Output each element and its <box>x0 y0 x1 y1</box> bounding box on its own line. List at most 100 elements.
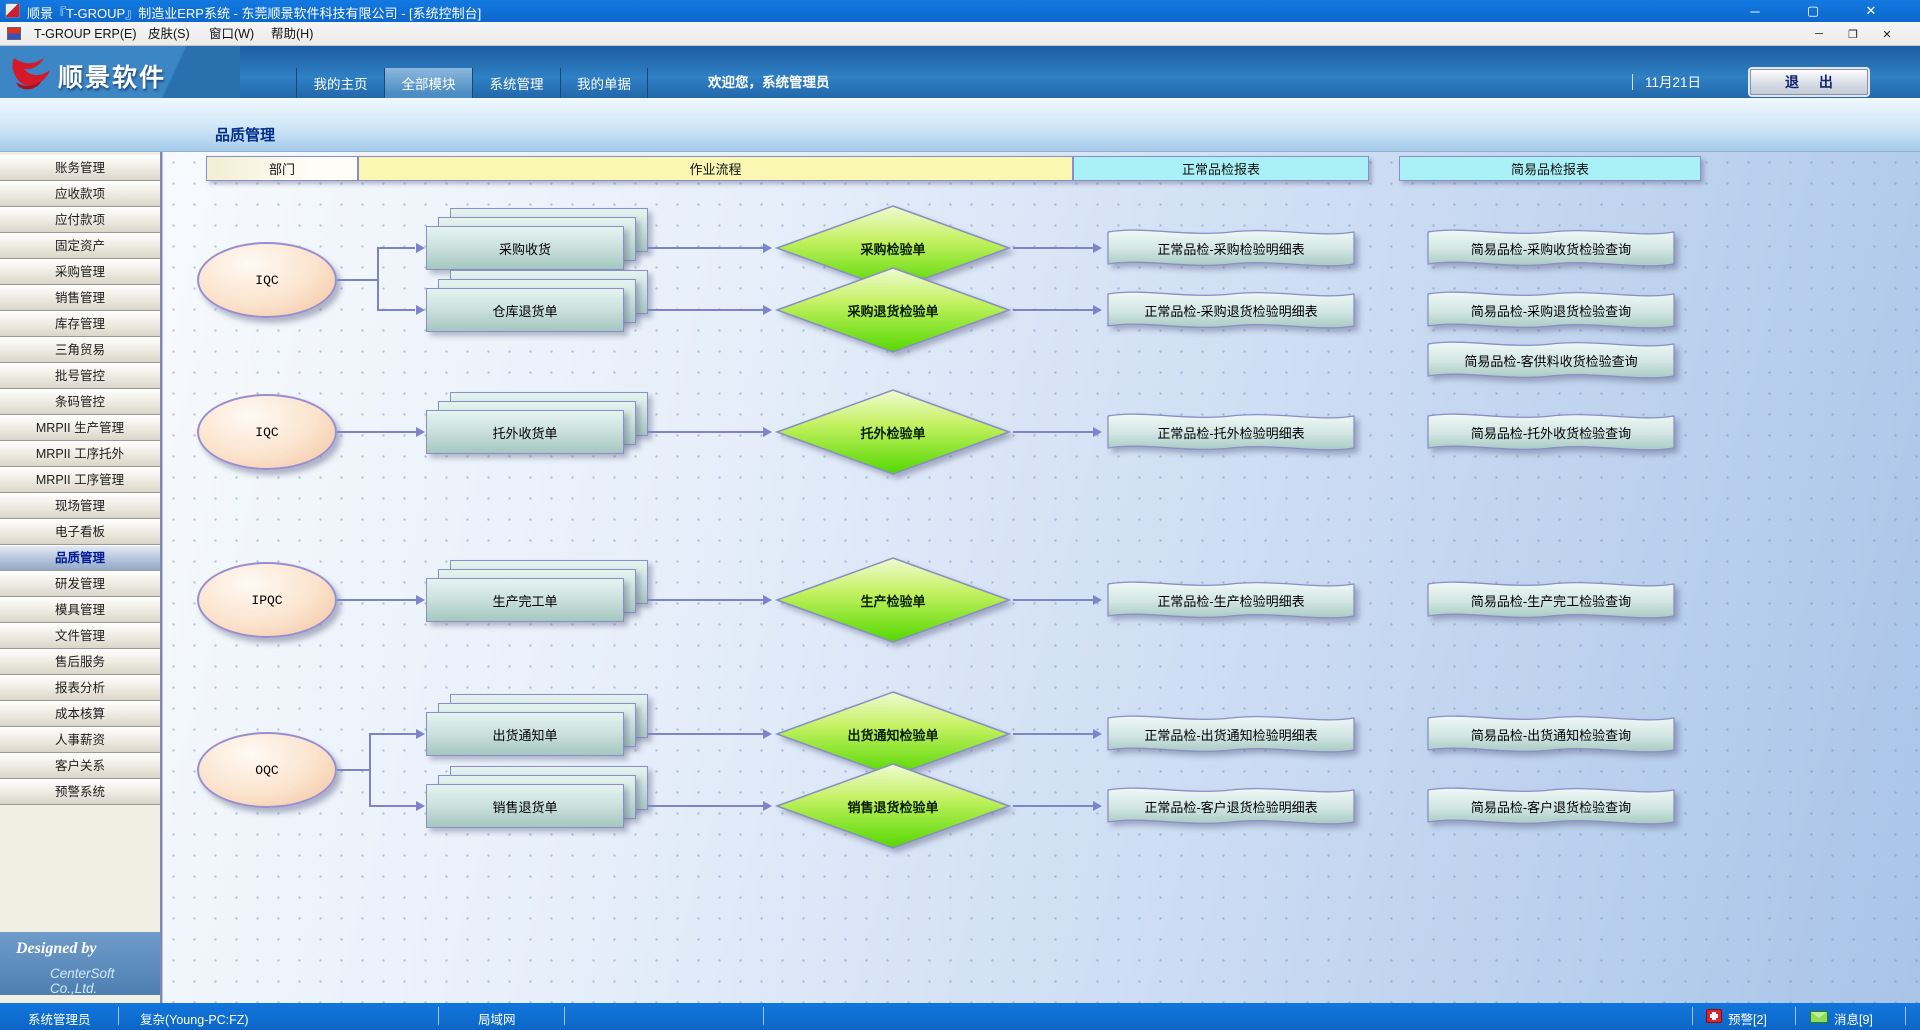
process-node-label: 生产完工单 <box>426 578 624 622</box>
inspection-node-purchase-return[interactable]: 采购退货检验单 <box>775 267 1011 353</box>
arrowhead-icon <box>416 595 425 605</box>
menu-tgroup-erp[interactable]: T-GROUP ERP(E) <box>34 27 137 41</box>
process-node-shipping-notice[interactable]: 出货通知单 <box>426 694 648 756</box>
process-node-sales-return[interactable]: 销售退货单 <box>426 766 648 828</box>
dept-node-iqc-outsource[interactable]: IQC <box>197 394 337 470</box>
process-node-outsource-receipt[interactable]: 托外收货单 <box>426 392 648 454</box>
close-icon[interactable]: ✕ <box>1865 3 1877 18</box>
column-header-normal-reports: 正常品检报表 <box>1073 156 1369 181</box>
sidebar-item-quality[interactable]: 品质管理 <box>0 545 160 571</box>
sidebar-item-mold[interactable]: 模具管理 <box>0 597 160 623</box>
menu-help[interactable]: 帮助(H) <box>271 27 314 41</box>
dept-node-iqc-purchase[interactable]: IQC <box>197 242 337 318</box>
sidebar-item-payables[interactable]: 应付款项 <box>0 207 160 233</box>
process-node-purchase-receipt[interactable]: 采购收货 <box>426 208 648 270</box>
inspection-node-outsource[interactable]: 托外检验单 <box>775 389 1011 475</box>
child-close-icon[interactable]: ✕ <box>1882 28 1892 41</box>
simple-report-purchase-receipt[interactable]: 简易品检-采购收货检验查询 <box>1426 225 1676 271</box>
maximize-icon[interactable]: ▢ <box>1806 3 1820 18</box>
module-list: 账务管理 应收款项 应付款项 固定资产 采购管理 销售管理 库存管理 三角贸易 … <box>0 155 160 805</box>
status-alerts[interactable]: 预警[2] <box>1728 1013 1767 1027</box>
normal-report-purchase-return[interactable]: 正常品检-采购退货检验明细表 <box>1106 287 1356 333</box>
sidebar-item-accounting[interactable]: 账务管理 <box>0 155 160 181</box>
sidebar-item-mrp2-outsourcing[interactable]: MRPII 工序托外 <box>0 441 160 467</box>
arrowhead-icon <box>416 729 425 739</box>
column-header-department: 部门 <box>206 156 358 181</box>
normal-report-production[interactable]: 正常品检-生产检验明细表 <box>1106 577 1356 623</box>
sidebar-item-report-analysis[interactable]: 报表分析 <box>0 675 160 701</box>
sidebar-item-after-sales[interactable]: 售后服务 <box>0 649 160 675</box>
process-node-label: 托外收货单 <box>426 410 624 454</box>
simple-report-customer-return[interactable]: 简易品检-客户退货检验查询 <box>1426 783 1676 829</box>
sidebar-item-receivables[interactable]: 应收款项 <box>0 181 160 207</box>
sidebar-item-crm[interactable]: 客户关系 <box>0 753 160 779</box>
simple-report-purchase-return[interactable]: 简易品检-采购退货检验查询 <box>1426 287 1676 333</box>
sidebar-item-kanban[interactable]: 电子看板 <box>0 519 160 545</box>
wave-shape <box>1107 229 1355 267</box>
menu-skin[interactable]: 皮肤(S) <box>148 27 190 41</box>
tab-my-documents[interactable]: 我的单据 <box>560 68 648 98</box>
process-node-production-completion[interactable]: 生产完工单 <box>426 560 648 622</box>
arrowhead-icon <box>416 427 425 437</box>
alert-icon[interactable] <box>1706 1009 1722 1023</box>
sidebar-item-rnd[interactable]: 研发管理 <box>0 571 160 597</box>
simple-report-label: 简易品检-采购收货检验查询 <box>1470 241 1632 257</box>
simple-report-outsource-receipt[interactable]: 简易品检-托外收货检验查询 <box>1426 409 1676 455</box>
message-icon[interactable] <box>1810 1011 1828 1023</box>
sidebar-item-mrp2-production[interactable]: MRPII 生产管理 <box>0 415 160 441</box>
minimize-icon[interactable]: ─ <box>1750 3 1760 19</box>
sidebar-item-costing[interactable]: 成本核算 <box>0 701 160 727</box>
sidebar-item-fixed-assets[interactable]: 固定资产 <box>0 233 160 259</box>
child-minimize-icon[interactable]: ─ <box>1815 28 1823 40</box>
process-node-label: 仓库退货单 <box>426 288 624 332</box>
sidebar-item-shopfloor[interactable]: 现场管理 <box>0 493 160 519</box>
app-header: 顺景软件 我的主页 全部模块 系统管理 我的单据 欢迎您，系统管理员 11月21… <box>0 46 1920 98</box>
sidebar-item-inventory[interactable]: 库存管理 <box>0 311 160 337</box>
connector-line <box>647 309 763 311</box>
tab-all-modules[interactable]: 全部模块 <box>384 68 472 98</box>
inspection-node-sales-return[interactable]: 销售退货检验单 <box>775 763 1011 849</box>
inspection-node-shipping-notice[interactable]: 出货通知检验单 <box>775 691 1011 777</box>
arrowhead-icon <box>1093 305 1102 315</box>
tab-system-management[interactable]: 系统管理 <box>472 68 560 98</box>
quality-flowchart-canvas: 部门 作业流程 正常品检报表 简易品检报表 IQC IQC IPQC OQC 采… <box>162 152 1920 1003</box>
process-node-warehouse-return[interactable]: 仓库退货单 <box>426 270 648 332</box>
simple-report-label: 简易品检-客供料收货检验查询 <box>1464 353 1638 369</box>
connector-line <box>1013 805 1093 807</box>
tab-my-home[interactable]: 我的主页 <box>296 68 384 98</box>
child-restore-icon[interactable]: ❐ <box>1848 28 1858 41</box>
sidebar-item-sales[interactable]: 销售管理 <box>0 285 160 311</box>
dept-node-ipqc[interactable]: IPQC <box>197 562 337 638</box>
sidebar-item-triangle-trade[interactable]: 三角贸易 <box>0 337 160 363</box>
connector-line <box>378 309 415 311</box>
exit-button[interactable]: 退 出 <box>1750 69 1868 95</box>
diamond-shape <box>775 267 1011 353</box>
status-messages[interactable]: 消息[9] <box>1834 1013 1873 1027</box>
simple-report-label: 简易品检-生产完工检验查询 <box>1470 593 1632 609</box>
sidebar-item-barcode-control[interactable]: 条码管控 <box>0 389 160 415</box>
dept-node-oqc[interactable]: OQC <box>197 732 337 808</box>
connector-line <box>1013 247 1093 249</box>
status-divider <box>118 1007 119 1025</box>
sidebar-item-lot-control[interactable]: 批号管控 <box>0 363 160 389</box>
simple-report-customer-supplied[interactable]: 简易品检-客供料收货检验查询 <box>1426 337 1676 383</box>
sidebar-item-hr-payroll[interactable]: 人事薪资 <box>0 727 160 753</box>
normal-report-outsource[interactable]: 正常品检-托外检验明细表 <box>1106 409 1356 455</box>
menu-window[interactable]: 窗口(W) <box>209 27 255 41</box>
arrowhead-icon <box>763 427 772 437</box>
logo-text: 顺景软件 <box>58 64 167 92</box>
simple-report-label: 简易品检-客户退货检验查询 <box>1470 799 1632 815</box>
normal-report-purchase[interactable]: 正常品检-采购检验明细表 <box>1106 225 1356 271</box>
normal-report-customer-return[interactable]: 正常品检-客户退货检验明细表 <box>1106 783 1356 829</box>
simple-report-label: 简易品检-出货通知检验查询 <box>1470 727 1632 743</box>
inspection-node-production[interactable]: 生产检验单 <box>775 557 1011 643</box>
normal-report-shipping-notice[interactable]: 正常品检-出货通知检验明细表 <box>1106 711 1356 757</box>
sidebar-item-mrp2-process[interactable]: MRPII 工序管理 <box>0 467 160 493</box>
normal-report-label: 正常品检-出货通知检验明细表 <box>1144 727 1318 743</box>
sidebar-item-document[interactable]: 文件管理 <box>0 623 160 649</box>
sidebar-item-alert-system[interactable]: 预警系统 <box>0 779 160 805</box>
simple-report-shipping-notice[interactable]: 简易品检-出货通知检验查询 <box>1426 711 1676 757</box>
sidebar-item-purchasing[interactable]: 采购管理 <box>0 259 160 285</box>
simple-report-production-completion[interactable]: 简易品检-生产完工检验查询 <box>1426 577 1676 623</box>
